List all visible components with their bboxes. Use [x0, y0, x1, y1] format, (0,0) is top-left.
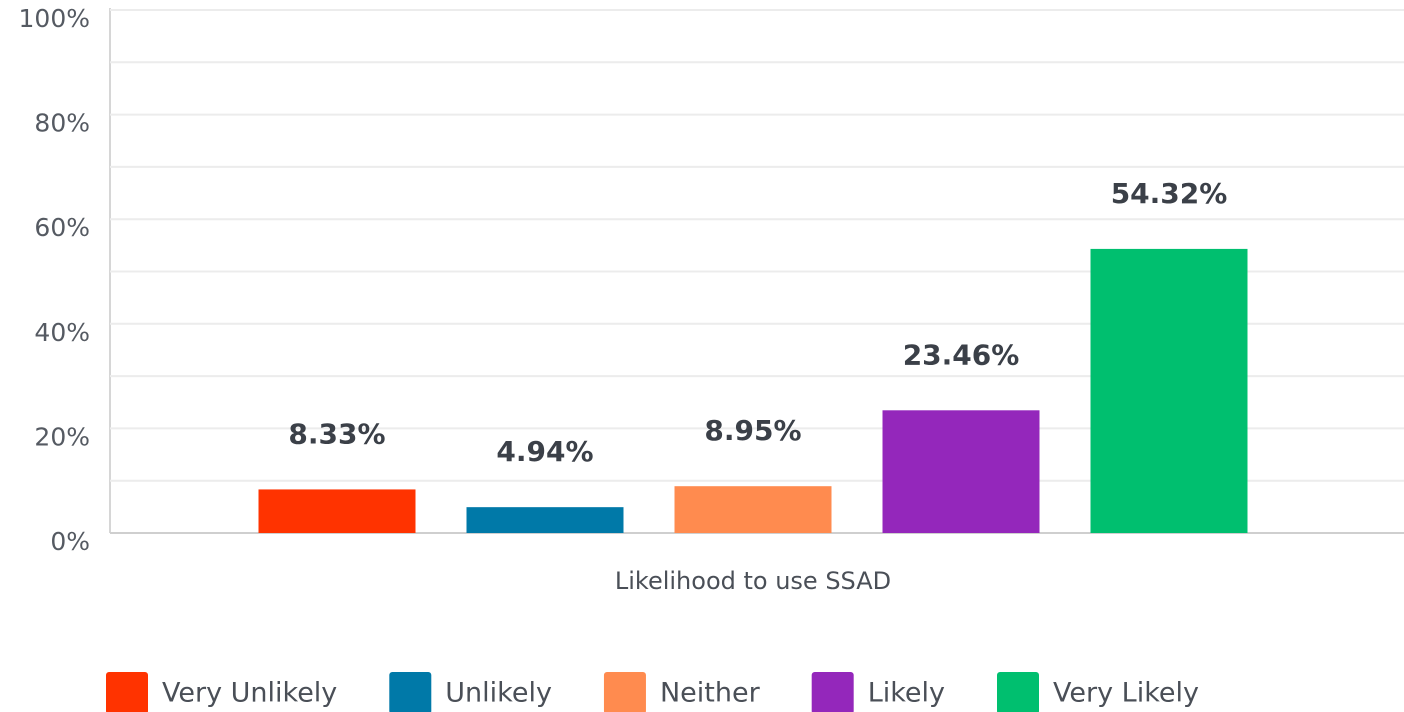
legend-label: Neither [660, 678, 761, 709]
value-label: 4.94% [496, 435, 593, 468]
y-tick-label: 60% [34, 213, 90, 242]
legend-swatch [389, 672, 432, 712]
bar [466, 507, 624, 533]
value-label: 54.32% [1111, 177, 1228, 210]
legend-swatch [811, 672, 854, 712]
value-label: 23.46% [903, 338, 1020, 371]
legend-label: Unlikely [445, 678, 552, 709]
bar [882, 410, 1040, 533]
y-tick-label: 40% [34, 318, 90, 347]
x-axis-label: Likelihood to use SSAD [615, 567, 891, 595]
legend-swatch [603, 672, 646, 712]
legend-label: Likely [868, 678, 945, 709]
legend-label: Very Likely [1053, 678, 1199, 709]
y-tick-label: 0% [50, 527, 90, 556]
y-tick-label: 20% [34, 422, 90, 451]
value-label: 8.95% [704, 414, 801, 447]
bar [674, 486, 832, 533]
y-tick-label: 80% [34, 109, 90, 138]
bar [258, 489, 416, 533]
y-tick-label: 100% [19, 4, 90, 33]
legend-swatch [997, 672, 1039, 712]
legend-label: Very Unlikely [162, 678, 337, 709]
value-label: 8.33% [288, 417, 385, 450]
bar [1090, 248, 1248, 533]
legend-swatch [106, 672, 148, 712]
